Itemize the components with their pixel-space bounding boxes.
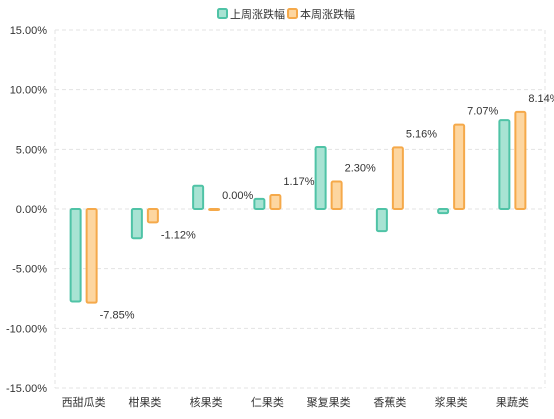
bar-this-week bbox=[208, 208, 221, 211]
data-label: -7.85% bbox=[100, 310, 135, 322]
x-tick-label: 香蕉类 bbox=[373, 395, 406, 409]
data-label: 5.16% bbox=[406, 128, 437, 140]
data-label: 1.17% bbox=[283, 176, 314, 188]
bar-this-week bbox=[146, 208, 159, 224]
grid-layer bbox=[54, 29, 546, 389]
y-tick-label: 0.00% bbox=[16, 204, 47, 216]
legend-swatch bbox=[287, 8, 298, 19]
y-tick-label: 15.00% bbox=[10, 25, 48, 37]
data-labels: -7.85% -1.12% 0.00% 1.17% 2.30% 5.16% 7.07% 8.1… bbox=[100, 93, 554, 322]
bar-last-week bbox=[69, 208, 82, 303]
bar-last-week bbox=[314, 145, 327, 211]
x-tick-label: 仁果类 bbox=[251, 395, 284, 409]
data-label: 2.30% bbox=[345, 163, 376, 175]
x-axis: 西甜瓜类 柑果类 核果类 仁果类 聚复果类 香蕉类 浆果类 果蔬类 bbox=[62, 395, 529, 409]
bar-last-week bbox=[192, 184, 205, 210]
bar-last-week bbox=[253, 197, 266, 211]
y-axis: 15.00% 10.00% 5.00% 0.00% -5.00% -10.00% -15.0… bbox=[6, 25, 47, 395]
data-label: -1.12% bbox=[161, 229, 196, 241]
legend-label: 上周涨跌幅 bbox=[230, 7, 285, 21]
x-tick-label: 柑果类 bbox=[128, 395, 161, 409]
bar-last-week bbox=[498, 119, 511, 210]
bar-last-week bbox=[375, 208, 388, 233]
bar-this-week bbox=[453, 123, 466, 210]
x-tick-label: 西甜瓜类 bbox=[62, 395, 106, 409]
legend-label: 本周涨跌幅 bbox=[300, 7, 355, 21]
bar-this-week bbox=[514, 110, 527, 210]
x-tick-label: 聚复果类 bbox=[307, 395, 351, 409]
x-tick-label: 核果类 bbox=[190, 395, 223, 409]
bar-this-week bbox=[269, 194, 282, 210]
x-tick-label: 果蔬类 bbox=[496, 395, 529, 409]
x-tick-label: 浆果类 bbox=[435, 395, 468, 409]
bar-this-week bbox=[85, 208, 98, 304]
y-tick-label: -10.00% bbox=[6, 323, 47, 335]
data-label: 0.00% bbox=[222, 190, 253, 202]
bar-this-week bbox=[330, 180, 343, 210]
y-tick-label: 10.00% bbox=[10, 85, 48, 97]
data-label: 7.07% bbox=[467, 106, 498, 118]
bar-this-week bbox=[391, 146, 404, 210]
legend-swatch bbox=[217, 8, 228, 19]
data-label: 8.14% bbox=[528, 93, 554, 105]
bar-last-week bbox=[437, 208, 450, 215]
y-tick-label: -5.00% bbox=[12, 264, 47, 276]
bars bbox=[69, 110, 527, 304]
y-tick-label: -15.00% bbox=[6, 383, 47, 395]
legend: 上周涨跌幅 本周涨跌幅 bbox=[217, 7, 355, 21]
bar-last-week bbox=[130, 208, 143, 240]
y-tick-label: 5.00% bbox=[16, 144, 47, 156]
